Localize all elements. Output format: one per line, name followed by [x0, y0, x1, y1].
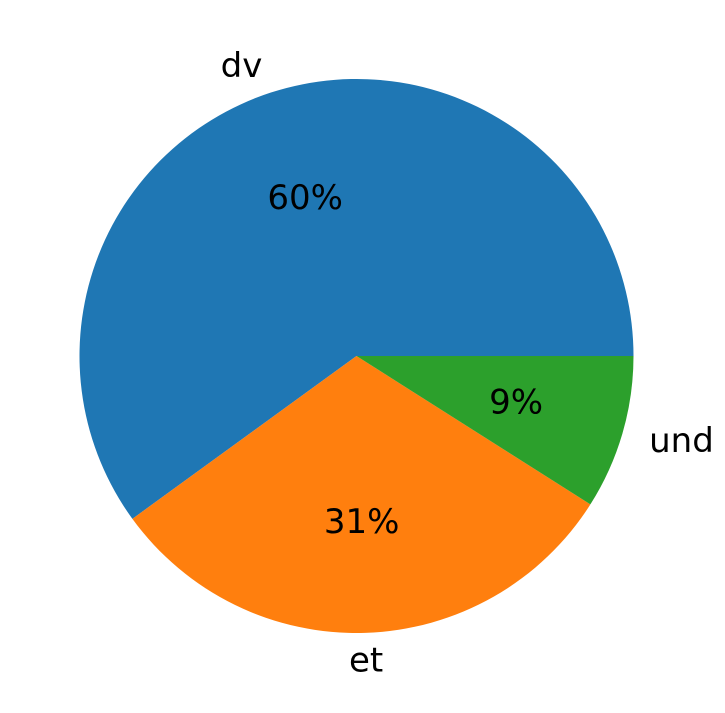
- pie-slices: [79, 78, 634, 633]
- slice-label-et: et: [349, 641, 383, 681]
- pie-slice-dv: [79, 78, 634, 519]
- pct-label-dv: 60%: [267, 178, 343, 218]
- slice-label-dv: dv: [221, 46, 263, 86]
- pie-slice-und: [356, 356, 634, 505]
- pie-slice-et: [132, 356, 591, 633]
- pct-label-und: 9%: [489, 382, 543, 422]
- pct-label-et: 31%: [324, 502, 400, 542]
- slice-label-und: und: [649, 421, 714, 461]
- pie-labels: 60% dv 31% et 9% und: [221, 46, 714, 680]
